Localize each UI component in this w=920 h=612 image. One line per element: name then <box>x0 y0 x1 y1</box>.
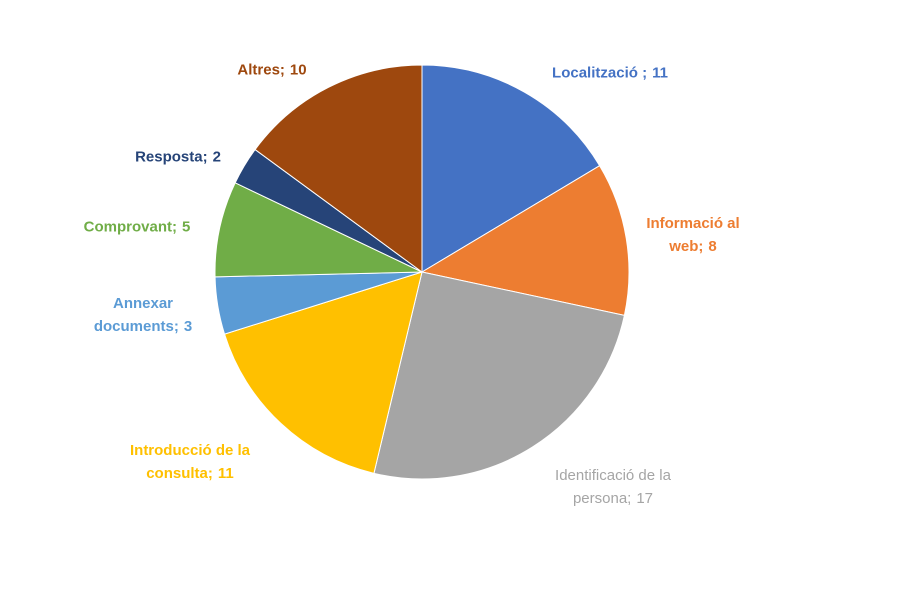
pie-slice <box>214 182 423 278</box>
value-label: 11 <box>217 465 234 482</box>
data-label: Annexar documents; 3 <box>78 292 208 338</box>
category-label: Informació al web; <box>646 215 740 255</box>
category-label: Localització ; <box>552 64 648 82</box>
value-label: 2 <box>212 148 221 166</box>
pie-slice <box>420 165 630 316</box>
data-label: Introducció de la consulta; 11 <box>105 439 275 485</box>
pie-slice <box>223 271 423 474</box>
data-label: Altres; 10 <box>207 59 337 82</box>
value-label: 5 <box>182 218 191 236</box>
pie-slice <box>421 64 601 273</box>
value-label: 11 <box>652 64 668 82</box>
data-label: Resposta; 2 <box>113 146 243 169</box>
data-label: Informació al web; 8 <box>636 212 751 258</box>
data-label: Comprovant; 5 <box>57 216 217 239</box>
category-label: Identificació de la persona; <box>555 467 671 507</box>
category-label: Comprovant; <box>83 218 177 236</box>
value-label: 17 <box>636 490 654 507</box>
value-label: 8 <box>708 238 717 255</box>
category-label: Resposta; <box>135 148 208 166</box>
category-label: Altres; <box>237 61 285 79</box>
pie-slice <box>254 64 423 273</box>
value-label: 3 <box>183 318 193 335</box>
pie-slice <box>373 271 626 480</box>
category-label: Annexar documents; <box>93 295 179 335</box>
data-label: Localització ; 11 <box>510 62 710 85</box>
data-label: Identificació de la persona; 17 <box>538 464 688 510</box>
value-label: 10 <box>289 61 307 79</box>
category-label: Introducció de la consulta; <box>129 442 250 482</box>
